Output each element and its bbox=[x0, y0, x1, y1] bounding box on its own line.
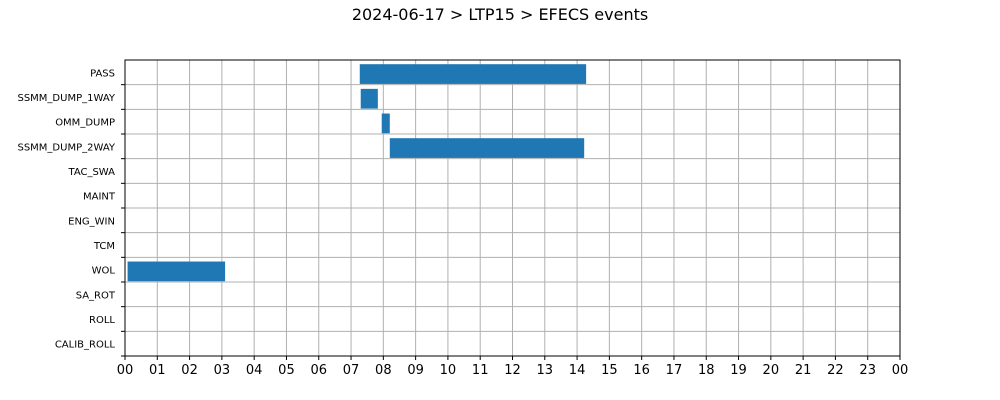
x-tick-label: 04 bbox=[246, 363, 263, 378]
x-tick-label: 14 bbox=[569, 363, 586, 378]
x-tick-label: 11 bbox=[472, 363, 489, 378]
y-tick-label: TCM bbox=[93, 241, 115, 252]
x-axis-ticks: 00 01 02 03 04 05 06 07 08 09 10 11 12 13 14 15 16 17 18 19… bbox=[117, 356, 909, 378]
event-bar-ssmm-dump-1way bbox=[360, 88, 378, 109]
x-tick-label: 22 bbox=[827, 363, 844, 378]
x-tick-label: 19 bbox=[730, 363, 747, 378]
x-tick-label: 23 bbox=[859, 363, 876, 378]
x-tick-label: 05 bbox=[278, 363, 295, 378]
y-tick-label: SSMM_DUMP_1WAY bbox=[17, 93, 115, 104]
y-tick-label: CALIB_ROLL bbox=[55, 340, 116, 351]
x-tick-label: 02 bbox=[181, 363, 198, 378]
y-tick-label: TAC_SWA bbox=[67, 167, 115, 178]
x-tick-label: 01 bbox=[149, 363, 166, 378]
x-tick-label: 12 bbox=[504, 363, 521, 378]
x-tick-label: 16 bbox=[633, 363, 650, 378]
x-tick-label: 08 bbox=[375, 363, 392, 378]
event-bars bbox=[127, 64, 587, 282]
x-tick-label: 18 bbox=[698, 363, 715, 378]
x-tick-label: 00 bbox=[892, 363, 909, 378]
y-tick-label: WOL bbox=[92, 266, 116, 277]
event-bar-pass bbox=[359, 64, 587, 84]
y-tick-label: MAINT bbox=[83, 192, 116, 203]
x-tick-label: 10 bbox=[440, 363, 457, 378]
y-tick-label: SSMM_DUMP_2WAY bbox=[17, 142, 115, 153]
x-tick-label: 20 bbox=[763, 363, 780, 378]
event-bar-omm-dump bbox=[381, 113, 390, 134]
x-tick-label: 06 bbox=[310, 363, 327, 378]
x-tick-label: 07 bbox=[343, 363, 360, 378]
x-tick-label: 21 bbox=[795, 363, 812, 378]
x-tick-label: 13 bbox=[537, 363, 554, 378]
grid-lines bbox=[124, 60, 901, 356]
y-axis-ticks: PASS SSMM_DUMP_1WAY OMM_DUMP SSMM_DUMP_2WAY… bbox=[17, 68, 125, 357]
x-tick-label: 00 bbox=[117, 363, 134, 378]
y-tick-label: SA_ROT bbox=[76, 290, 116, 301]
x-tick-label: 15 bbox=[601, 363, 618, 378]
y-tick-label: ROLL bbox=[89, 315, 115, 326]
x-tick-label: 17 bbox=[666, 363, 683, 378]
y-tick-label: ENG_WIN bbox=[68, 216, 115, 227]
event-bar-ssmm-dump-2way bbox=[389, 138, 585, 158]
x-tick-label: 09 bbox=[407, 363, 424, 378]
event-bar-wol bbox=[127, 261, 226, 282]
y-tick-label: OMM_DUMP bbox=[55, 118, 115, 129]
y-tick-label: PASS bbox=[90, 68, 115, 79]
x-tick-label: 03 bbox=[214, 363, 231, 378]
chart-title: 2024-06-17 > LTP15 > EFECS events bbox=[351, 5, 649, 24]
